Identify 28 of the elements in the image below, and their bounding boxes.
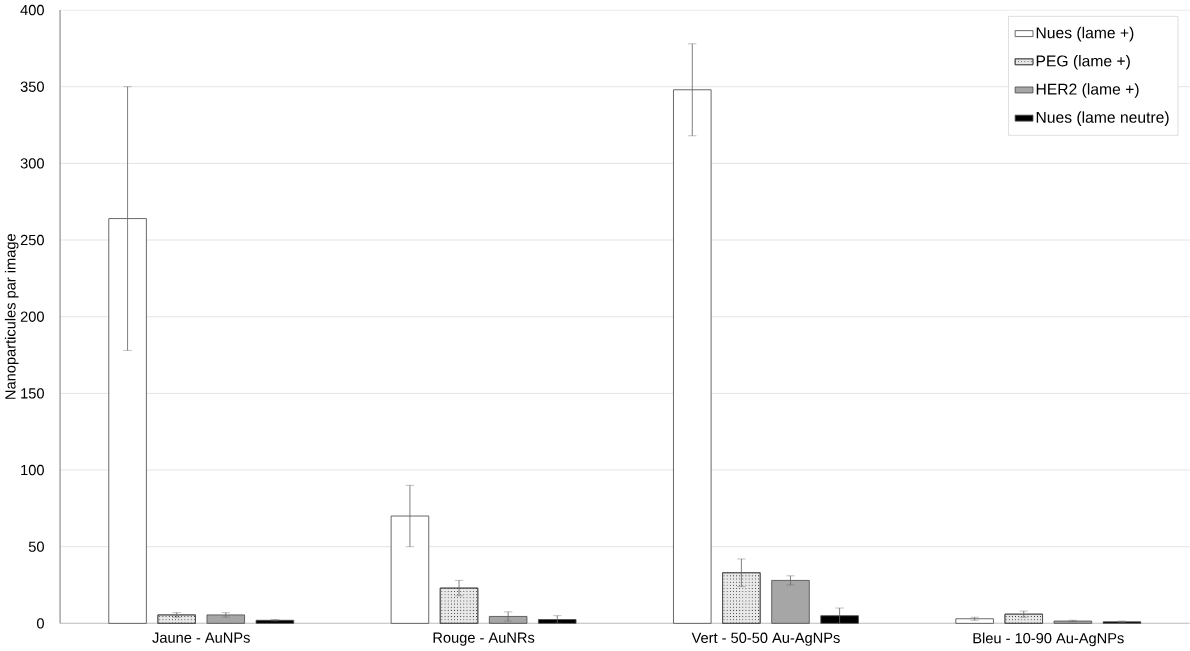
y-tick-label: 0 (36, 618, 44, 629)
y-tick-label: 250 (20, 234, 44, 246)
y-axis-title: Nanoparticules par image (4, 233, 19, 399)
bar (538, 619, 577, 624)
x-tick-label: Bleu - 10-90 Au-AgNPs (973, 632, 1124, 647)
bar (1053, 620, 1093, 624)
bar (488, 615, 528, 624)
legend-label: Nues (lame neutre) (1036, 111, 1169, 126)
bar (771, 579, 810, 624)
y-tick-label: 300 (20, 158, 44, 169)
y-tick-label: 400 (20, 4, 44, 16)
x-tick-label: Jaune - AuNPs (152, 632, 250, 643)
y-tick-label: 350 (20, 81, 44, 92)
legend-label: Nues (lame +) (1036, 26, 1134, 42)
bar (673, 89, 712, 624)
x-tick-label: Vert - 50-50 Au-AgNPs (691, 632, 840, 646)
legend-label: PEG (lame +) (1036, 54, 1130, 70)
y-tick-label: 150 (21, 388, 44, 399)
y-tick-label: 200 (20, 311, 44, 322)
bar (820, 615, 859, 624)
y-tick-label: 100 (21, 464, 44, 476)
bar (390, 515, 430, 624)
x-tick-label: Rouge - AuNRs (433, 632, 535, 646)
bar (955, 618, 994, 624)
bar (108, 218, 147, 624)
bar (206, 614, 246, 624)
legend-label: HER2 (lame +) (1036, 83, 1139, 98)
y-tick-label: 50 (28, 541, 44, 552)
